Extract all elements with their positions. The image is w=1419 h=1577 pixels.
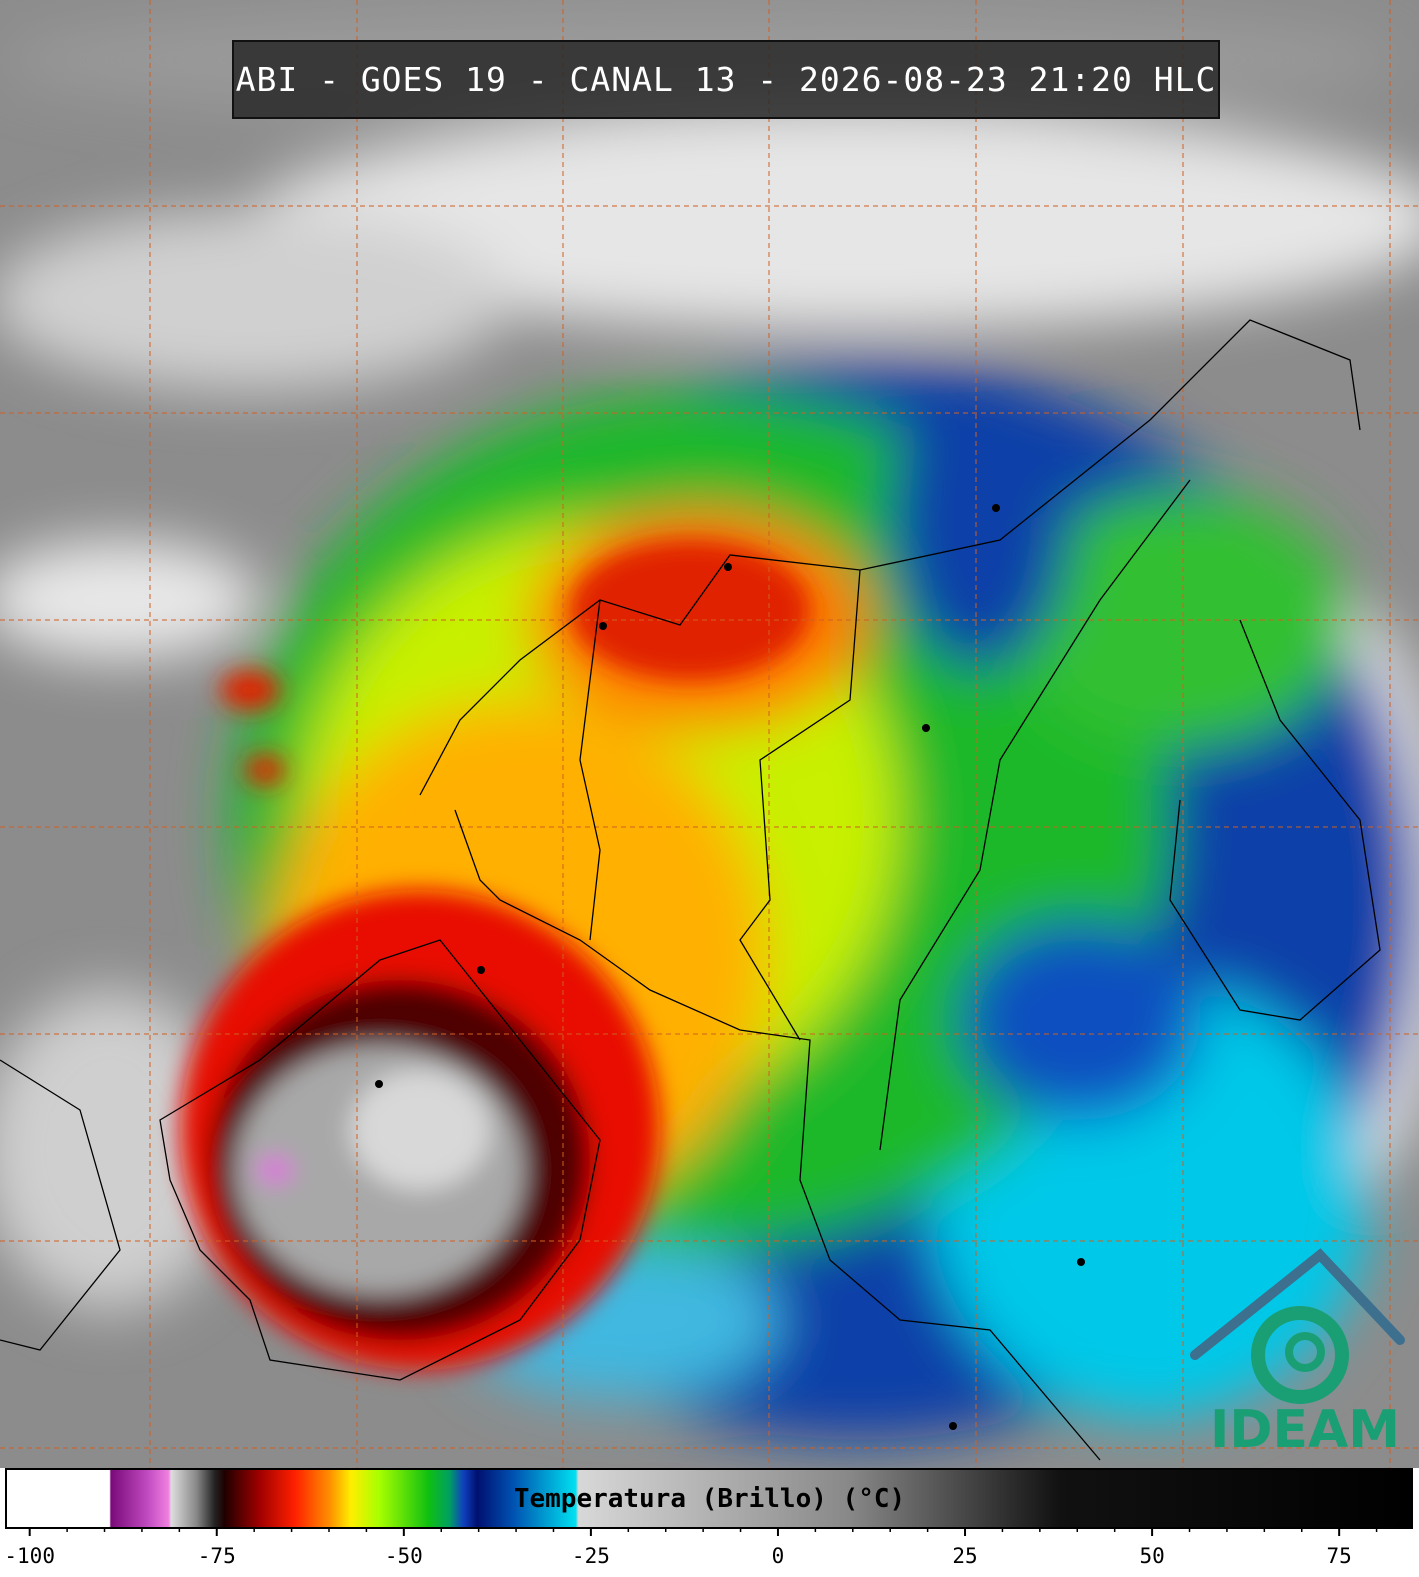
borders <box>0 319 1381 1461</box>
tick-label: 75 <box>1327 1544 1352 1568</box>
tick-label: -75 <box>198 1544 236 1568</box>
tick-label: 50 <box>1139 1544 1164 1568</box>
tick-label: -100 <box>4 1544 55 1568</box>
colorbar-label: Temperatura (Brillo) (°C) <box>513 1484 906 1514</box>
tick-label: 0 <box>772 1544 785 1568</box>
colorbar <box>5 1468 1413 1529</box>
tick-label: 25 <box>952 1544 977 1568</box>
logo-text: IDEAM <box>1209 1400 1401 1460</box>
cities <box>375 504 1085 1430</box>
tick-label: -50 <box>385 1544 423 1568</box>
tick-label: -25 <box>572 1544 610 1568</box>
graticule <box>0 0 1419 1468</box>
satellite-map <box>0 0 1419 1468</box>
logo-mark <box>1190 1248 1405 1404</box>
colorbar-axis: -100 -75 -50 -25 0 25 50 75 <box>4 1527 1378 1568</box>
title: ABI - GOES 19 - CANAL 13 - 2026-08-23 21… <box>232 40 1220 119</box>
